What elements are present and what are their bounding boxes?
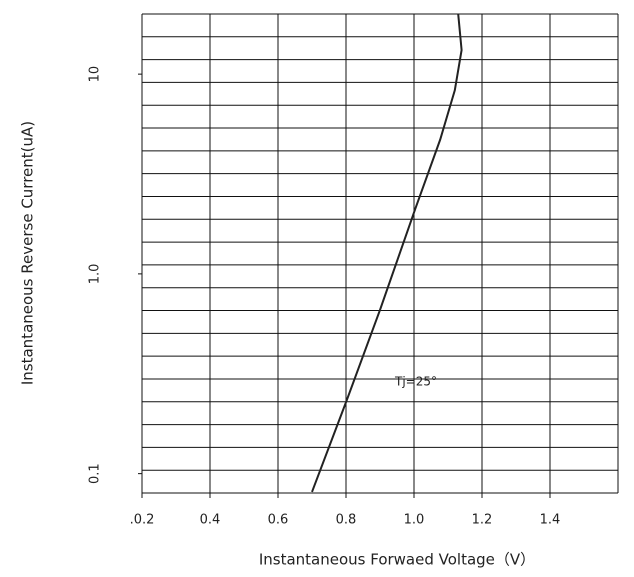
y-tick-label: 0.1: [88, 463, 103, 484]
annotation: Tj=25°: [394, 375, 437, 389]
x-tick-label: 1.2: [472, 513, 493, 528]
x-axis-label: Instantaneous Forwaed Voltage（V）: [259, 551, 535, 569]
x-tick-label: 1.4: [540, 513, 561, 528]
y-axis-label: Instantaneous Reverse Current(uA): [19, 121, 37, 385]
x-tick-label: .0.2: [130, 513, 155, 528]
x-tick-label: 0.6: [268, 513, 289, 528]
x-tick-label: 1.0: [404, 513, 425, 528]
x-tick-label: 0.8: [336, 513, 357, 528]
y-tick-label: 1.0: [88, 264, 103, 285]
line: [311, 13, 463, 493]
y-tick-label: 10: [88, 66, 103, 83]
x-tick-label: 0.4: [200, 513, 221, 528]
